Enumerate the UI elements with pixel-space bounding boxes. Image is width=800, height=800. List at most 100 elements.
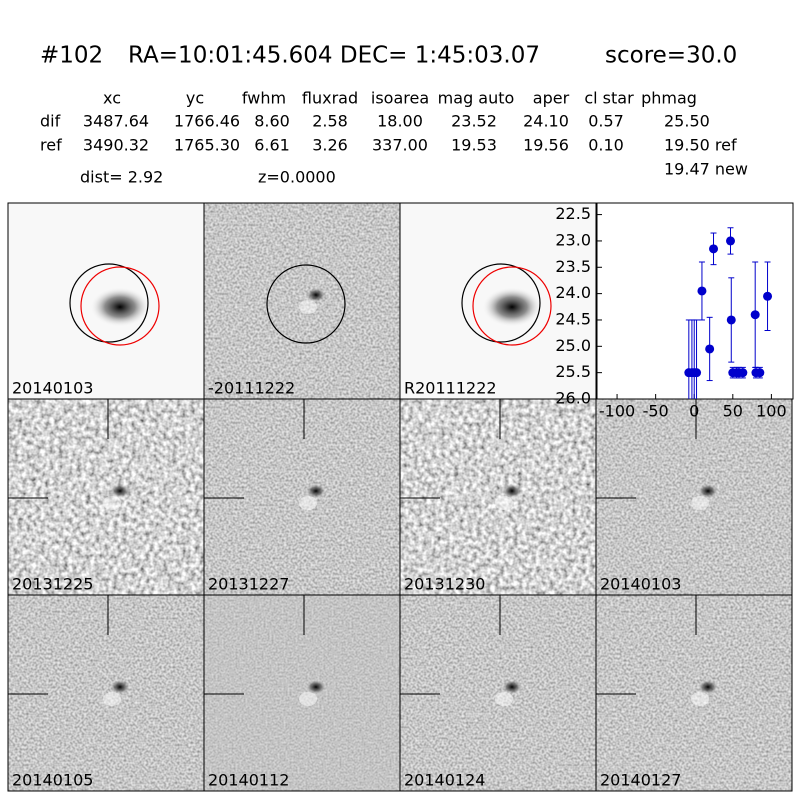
- table-cell: 18.00: [377, 112, 423, 131]
- source-blob: [103, 496, 121, 510]
- table-cell: 1766.46: [174, 112, 240, 131]
- point-group: [755, 366, 765, 379]
- table-cell: 23.52: [451, 112, 497, 131]
- data-point: [726, 315, 736, 325]
- point-group: [692, 319, 702, 399]
- point-group: [697, 261, 707, 321]
- stamp-image: [596, 595, 792, 791]
- data-point: [725, 236, 735, 246]
- source-blob: [299, 300, 317, 314]
- table-cell: 8.60: [254, 112, 290, 131]
- stamp-label: 20140124: [404, 771, 485, 790]
- stamp-image: [400, 399, 596, 595]
- source-blob: [305, 287, 327, 303]
- stamp-image: [596, 399, 792, 595]
- column-header: aper: [533, 89, 570, 108]
- source-blob: [691, 496, 709, 510]
- stamp-image: [204, 595, 400, 791]
- source-blob: [501, 679, 523, 695]
- overlay: 22.5 23.0 23.5 24.0 24.5 25.0 25.5 26.0 -100 -50 0…: [555, 202, 794, 421]
- y-tick-label: 25.0: [555, 336, 591, 355]
- row-label: dif: [40, 112, 61, 131]
- stamp-image: [400, 595, 596, 791]
- candidate-id: #102: [40, 43, 103, 69]
- y-tick-label: 25.5: [555, 362, 591, 381]
- x-tick-label: -50: [643, 402, 669, 421]
- point-group: [726, 277, 736, 363]
- table-cell: 3.26: [312, 136, 348, 155]
- y-tick-label: 26.0: [555, 389, 591, 408]
- phmag-new: 19.47 new: [664, 160, 748, 179]
- point-group: [709, 232, 719, 266]
- stamp-label: 20131230: [404, 575, 485, 594]
- y-tick-label: 24.0: [555, 283, 591, 302]
- x-tick-label: 50: [723, 402, 743, 421]
- column-header: yc: [186, 89, 204, 108]
- ref-circle: [69, 263, 149, 343]
- coordinates: RA=10:01:45.604 DEC= 1:45:03.07: [128, 43, 540, 69]
- data-point: [750, 310, 760, 320]
- x-tick-label: 100: [756, 402, 787, 421]
- table-cell: 1765.30: [174, 136, 240, 155]
- stamp-image: [8, 595, 204, 791]
- data-point: [692, 368, 702, 378]
- source-blob: [305, 483, 327, 499]
- point-group: [750, 261, 760, 368]
- column-header: fluxrad: [302, 89, 358, 108]
- stamp-label: 20140103: [600, 575, 681, 594]
- data-point: [763, 291, 773, 301]
- data-point: [738, 368, 748, 378]
- stamp-label: 20131225: [12, 575, 93, 594]
- stamp-image: [204, 203, 400, 399]
- column-header: xc: [103, 89, 121, 108]
- table-cell: 25.50: [664, 112, 710, 131]
- table-cell: 3490.32: [83, 136, 149, 155]
- stamp-label: 20140127: [600, 771, 681, 790]
- new-circle: [80, 266, 160, 346]
- table-cell: 0.57: [588, 112, 624, 131]
- ref-circle: [461, 263, 541, 343]
- stamps: 20140103 -20111222 R20111222 20131225 201312…: [7, 202, 793, 792]
- table-cell: 337.00: [372, 136, 428, 155]
- table-cell: 3487.64: [83, 112, 149, 131]
- x-tick-label: -100: [599, 402, 635, 421]
- y-tick-label: 22.5: [555, 204, 591, 223]
- stamp-image: [8, 399, 204, 595]
- source-blob: [90, 287, 150, 327]
- source-blob: [103, 692, 121, 706]
- source-blob: [697, 679, 719, 695]
- data-point: [755, 368, 765, 378]
- stamp-label: 20131227: [208, 575, 289, 594]
- table-cell: 19.53: [451, 136, 497, 155]
- source-blob: [495, 692, 513, 706]
- x-tick-label: 0: [689, 402, 699, 421]
- stamp-label: R20111222: [404, 379, 497, 398]
- table-cell: 0.10: [588, 136, 624, 155]
- source-blob: [691, 692, 709, 706]
- score: score=30.0: [605, 43, 737, 69]
- source-blob: [501, 483, 523, 499]
- point-group: [738, 366, 748, 379]
- column-header: fwhm: [242, 89, 286, 108]
- stamp-label: -20111222: [208, 379, 295, 398]
- table-cell: 19.50 ref: [664, 136, 737, 155]
- new-circle: [472, 266, 552, 346]
- source-blob: [299, 692, 317, 706]
- point-group: [705, 316, 715, 382]
- y-tick-label: 23.5: [555, 257, 591, 276]
- table-cell: 2.58: [312, 112, 348, 131]
- stamp-label: 20140103: [12, 379, 93, 398]
- stamp-image: [204, 399, 400, 595]
- data-point: [709, 244, 719, 254]
- data-point: [697, 286, 707, 296]
- point-group: [763, 261, 773, 332]
- source-blob: [697, 483, 719, 499]
- column-header: isoarea: [371, 89, 429, 108]
- ref-circle: [266, 264, 346, 344]
- data-point: [705, 344, 715, 354]
- point-group: [725, 227, 735, 255]
- stamp-label: 20140105: [12, 771, 93, 790]
- table-cell: 24.10: [523, 112, 569, 131]
- y-tick-label: 24.5: [555, 309, 591, 328]
